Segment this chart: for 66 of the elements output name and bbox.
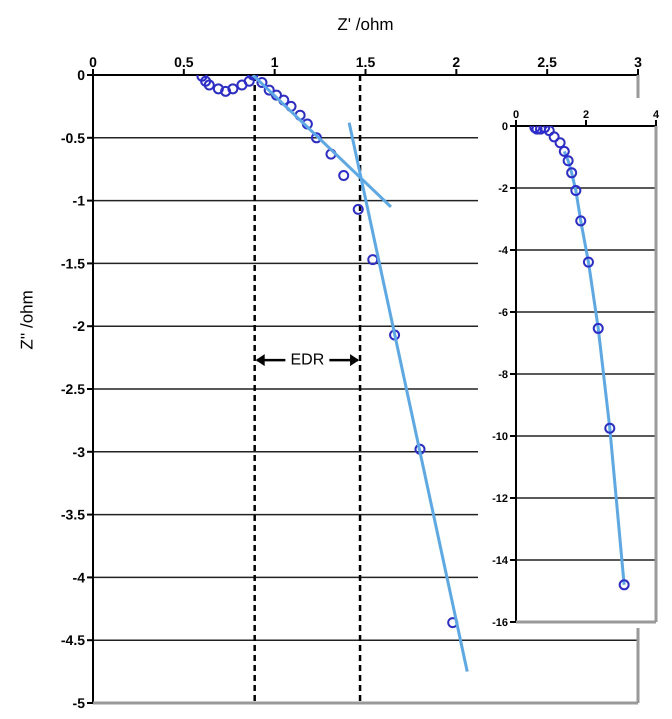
point xyxy=(227,83,238,94)
point xyxy=(212,83,224,94)
point xyxy=(570,184,582,196)
y-tick-label: -4 xyxy=(72,569,86,586)
x-tick-label: 0 xyxy=(89,54,98,70)
point xyxy=(389,329,400,340)
point xyxy=(286,100,297,112)
y-tick-label: 0 xyxy=(77,66,86,83)
y-tick-label: -2 xyxy=(498,182,508,195)
y-tick-label: -12 xyxy=(492,492,508,505)
point xyxy=(554,137,566,148)
point xyxy=(264,84,275,96)
point xyxy=(367,254,378,266)
point xyxy=(582,256,594,268)
x-tick-label: 2 xyxy=(582,109,590,121)
y-tick-label: -1 xyxy=(72,192,86,209)
point xyxy=(302,118,313,130)
y-tick-label: -2.5 xyxy=(60,380,86,397)
point xyxy=(604,422,616,434)
x-axis-title: Z' /ohm xyxy=(337,15,394,34)
annotation: EDR xyxy=(290,352,324,369)
y-tick-label: -16 xyxy=(492,616,508,629)
y-tick-label: -3 xyxy=(72,444,86,460)
y-tick-label: -2 xyxy=(72,318,86,334)
point xyxy=(566,167,578,178)
y-tick-label: -6 xyxy=(498,306,508,319)
point xyxy=(558,146,570,157)
x-tick-label: 2 xyxy=(452,54,460,70)
point xyxy=(352,204,364,215)
point xyxy=(256,77,268,88)
point xyxy=(575,215,586,226)
point xyxy=(325,148,336,160)
point xyxy=(278,94,290,106)
y-tick-label: -0.5 xyxy=(60,130,86,146)
point xyxy=(220,86,232,97)
x-tick-label: 4 xyxy=(652,109,660,121)
y-tick-label: -8 xyxy=(498,368,508,381)
point xyxy=(200,76,212,87)
x-tick-label: 0 xyxy=(512,109,520,121)
y-tick-label: -10 xyxy=(492,430,508,443)
point xyxy=(592,322,604,334)
x-tick-label: 3 xyxy=(634,54,642,70)
point xyxy=(544,126,555,136)
y-tick-label: -4.5 xyxy=(60,632,86,648)
x-tick-label: 1 xyxy=(270,54,279,70)
point xyxy=(338,170,350,181)
x-tick-label: 2.5 xyxy=(537,54,558,70)
y-tick-label: 0 xyxy=(502,120,508,133)
y-tick-label: -4 xyxy=(498,244,509,257)
x-tick-label: 0.5 xyxy=(174,54,194,70)
y-tick-label: -1.5 xyxy=(60,255,86,272)
point xyxy=(270,90,282,101)
point xyxy=(562,155,574,166)
y-tick-label: -5 xyxy=(72,694,86,711)
y-tick-label: -3.5 xyxy=(60,506,86,523)
point xyxy=(244,76,255,87)
x-tick-label: 1.5 xyxy=(356,54,376,70)
point xyxy=(236,80,248,91)
point xyxy=(548,131,560,142)
point xyxy=(310,132,322,144)
y-tick-label: -14 xyxy=(492,554,509,567)
point xyxy=(618,579,630,590)
point xyxy=(204,80,215,91)
point xyxy=(414,444,426,455)
point xyxy=(294,110,306,121)
y-axis-title: Z'' /ohm xyxy=(18,290,36,350)
